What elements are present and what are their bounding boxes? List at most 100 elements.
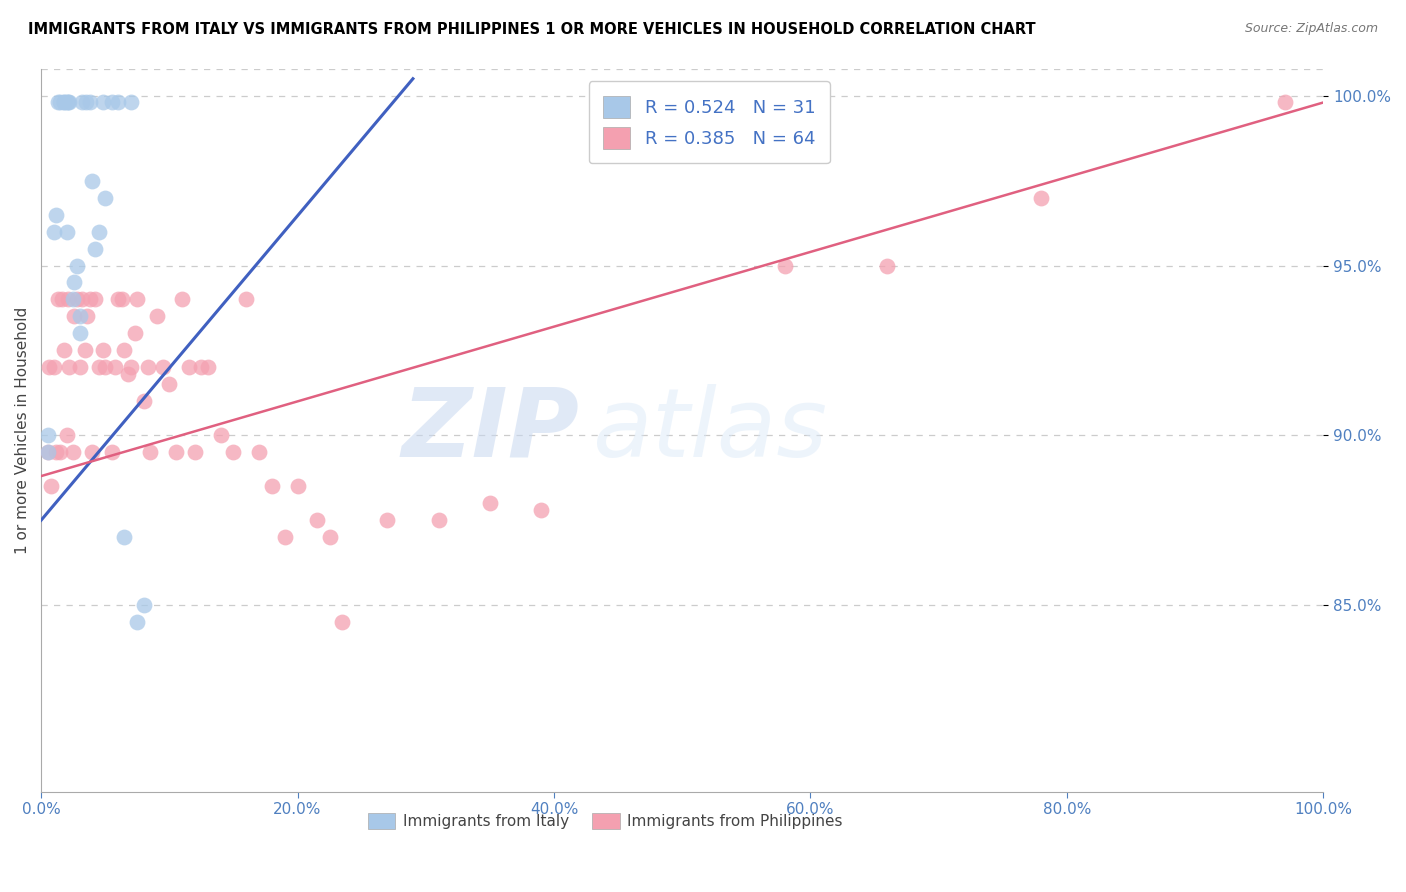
Point: [49, 95, 72, 110]
Point: [37, 428, 59, 442]
Point: [375, 513, 398, 527]
Point: [37, 445, 59, 459]
Point: [157, 377, 180, 392]
Point: [287, 479, 309, 493]
Point: [82, 173, 104, 187]
Point: [114, 530, 136, 544]
Point: [63, 276, 86, 290]
Text: Source: ZipAtlas.com: Source: ZipAtlas.com: [1244, 22, 1378, 36]
Point: [773, 259, 796, 273]
Point: [107, 95, 129, 110]
Point: [69, 360, 91, 375]
Point: [55, 225, 77, 239]
Text: IMMIGRANTS FROM ITALY VS IMMIGRANTS FROM PHILIPPINES 1 OR MORE VEHICLES IN HOUSE: IMMIGRANTS FROM ITALY VS IMMIGRANTS FROM…: [28, 22, 1036, 37]
Point: [37, 445, 59, 459]
Point: [478, 496, 501, 510]
Point: [247, 445, 270, 459]
Point: [127, 615, 149, 629]
Point: [530, 503, 553, 517]
Point: [82, 445, 104, 459]
Point: [177, 360, 200, 375]
Point: [41, 479, 63, 493]
Point: [197, 360, 219, 375]
Point: [132, 394, 155, 409]
Point: [73, 343, 96, 358]
Point: [876, 259, 898, 273]
Point: [124, 326, 146, 341]
Point: [38, 360, 60, 375]
Point: [104, 360, 127, 375]
Point: [127, 293, 149, 307]
Point: [76, 310, 98, 324]
Point: [46, 293, 69, 307]
Point: [136, 360, 159, 375]
Point: [332, 615, 354, 629]
Point: [100, 445, 122, 459]
Y-axis label: 1 or more Vehicles in Household: 1 or more Vehicles in Household: [15, 307, 30, 554]
Point: [235, 293, 257, 307]
Point: [45, 208, 67, 222]
Point: [145, 310, 167, 324]
Point: [172, 293, 194, 307]
Point: [69, 326, 91, 341]
Point: [56, 293, 79, 307]
Point: [209, 428, 232, 442]
Point: [120, 360, 142, 375]
Point: [70, 293, 93, 307]
Point: [117, 368, 139, 382]
Point: [111, 293, 134, 307]
Point: [79, 293, 101, 307]
Point: [139, 445, 162, 459]
Point: [114, 343, 136, 358]
Point: [190, 360, 212, 375]
Point: [58, 360, 80, 375]
Point: [79, 95, 101, 110]
Point: [132, 598, 155, 612]
Point: [75, 95, 97, 110]
Point: [63, 310, 86, 324]
Point: [66, 259, 89, 273]
Point: [222, 445, 245, 459]
Point: [120, 95, 142, 110]
Text: atlas: atlas: [592, 384, 828, 476]
Point: [45, 445, 67, 459]
Point: [49, 445, 72, 459]
Point: [274, 530, 297, 544]
Point: [53, 95, 76, 110]
Point: [318, 530, 340, 544]
Point: [427, 513, 450, 527]
Point: [84, 293, 107, 307]
Point: [1031, 191, 1053, 205]
Point: [94, 360, 117, 375]
Point: [46, 95, 69, 110]
Point: [91, 343, 114, 358]
Point: [1274, 95, 1296, 110]
Point: [53, 95, 76, 110]
Point: [70, 95, 93, 110]
Point: [91, 95, 114, 110]
Point: [56, 95, 79, 110]
Point: [305, 513, 328, 527]
Point: [55, 95, 77, 110]
Point: [62, 445, 84, 459]
Point: [55, 428, 77, 442]
Point: [87, 225, 110, 239]
Point: [84, 242, 107, 256]
Point: [94, 191, 117, 205]
Point: [184, 445, 207, 459]
Point: [69, 310, 91, 324]
Point: [62, 293, 84, 307]
Point: [100, 95, 122, 110]
Point: [165, 445, 187, 459]
Point: [107, 293, 129, 307]
Point: [58, 95, 80, 110]
Point: [260, 479, 283, 493]
Text: ZIP: ZIP: [402, 384, 579, 476]
Point: [42, 360, 65, 375]
Point: [87, 360, 110, 375]
Point: [152, 360, 174, 375]
Point: [51, 293, 73, 307]
Point: [66, 293, 89, 307]
Point: [42, 225, 65, 239]
Legend: Immigrants from Italy, Immigrants from Philippines: Immigrants from Italy, Immigrants from P…: [361, 806, 849, 835]
